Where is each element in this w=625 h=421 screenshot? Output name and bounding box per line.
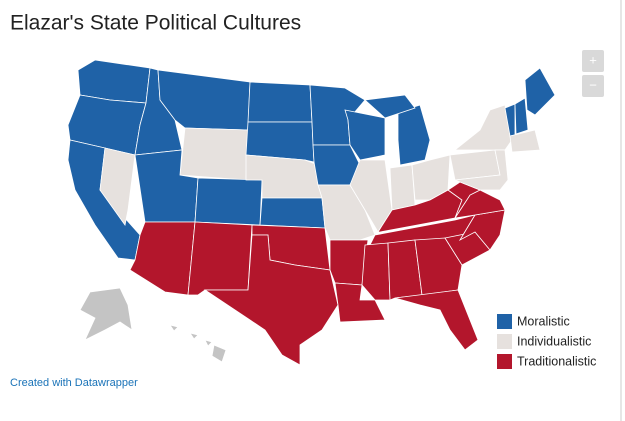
state — [364, 94, 416, 119]
state — [361, 242, 391, 301]
territory — [169, 324, 179, 332]
state — [334, 282, 386, 323]
territory — [204, 339, 213, 347]
state — [524, 67, 556, 116]
state — [245, 121, 315, 163]
zoom-controls: + − — [582, 50, 604, 97]
territory — [79, 287, 133, 341]
state — [397, 104, 431, 166]
legend-swatch — [497, 334, 512, 349]
state — [454, 149, 509, 191]
state — [509, 129, 541, 153]
state — [414, 237, 463, 296]
state — [99, 147, 136, 226]
zoom-out-button[interactable] — [582, 75, 604, 97]
state — [187, 221, 253, 296]
title: Elazar's State Political Cultures — [10, 12, 301, 35]
state — [259, 197, 326, 229]
zoom-out-label[interactable]: − — [589, 77, 597, 92]
legend-label: Moralistic — [517, 314, 570, 328]
state-layer — [67, 59, 556, 366]
state — [514, 97, 529, 135]
legend-label: Individualistic — [517, 334, 591, 348]
state — [453, 104, 513, 151]
zoom-in-label[interactable]: + — [589, 52, 597, 67]
zoom-in-button[interactable] — [582, 50, 604, 72]
legend-swatch — [497, 314, 512, 329]
state — [247, 81, 313, 123]
credit-link[interactable]: Created with Datawrapper — [10, 377, 138, 389]
state — [389, 164, 416, 211]
legend: Moralistic Individualistic Traditionalisti… — [497, 314, 596, 369]
state — [129, 221, 196, 296]
state — [194, 177, 263, 226]
state — [394, 289, 479, 351]
territory — [189, 332, 199, 340]
legend-label: Traditionalistic — [517, 354, 596, 368]
state — [203, 234, 339, 366]
legend-swatch — [497, 354, 512, 369]
state — [179, 127, 249, 181]
territory — [211, 344, 227, 363]
